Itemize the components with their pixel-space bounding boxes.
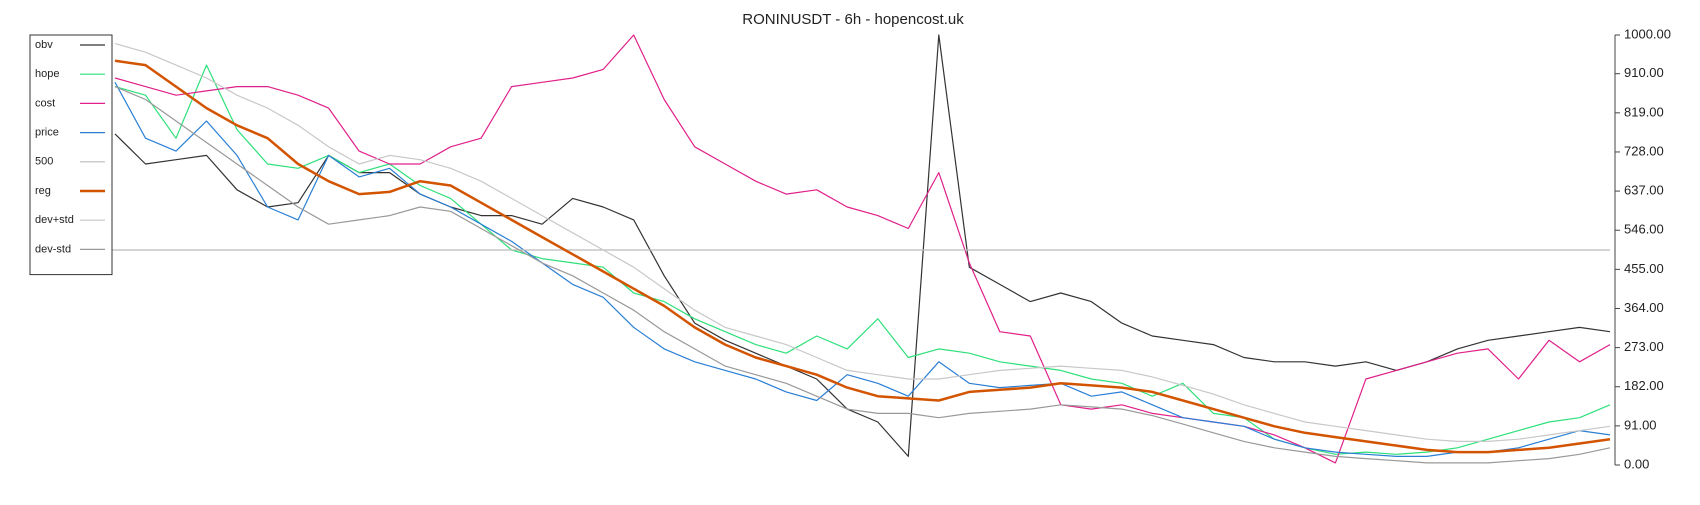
series-line: [114, 34, 1611, 464]
series-line: [114, 82, 1611, 457]
y-tick-label: 91.00: [1624, 417, 1657, 432]
y-tick-label: 728.00: [1624, 143, 1664, 158]
legend-label: reg: [35, 185, 51, 197]
legend-label: 500: [35, 156, 53, 168]
y-tick-label: 637.00: [1624, 183, 1664, 198]
legend-label: cost: [35, 97, 55, 109]
series-line: [114, 64, 1611, 455]
legend-label: obv: [35, 39, 53, 51]
legend-label: hope: [35, 68, 59, 80]
legend-label: dev-std: [35, 243, 71, 255]
y-tick-label: 364.00: [1624, 300, 1664, 315]
series-line: [114, 43, 1611, 442]
series-line: [114, 86, 1611, 464]
y-tick-label: 182.00: [1624, 378, 1664, 393]
y-tick-label: 1000.00: [1624, 26, 1671, 41]
chart-title: RONINUSDT - 6h - hopencost.uk: [742, 11, 964, 28]
y-tick-label: 0.00: [1624, 456, 1649, 471]
y-tick-label: 273.00: [1624, 339, 1664, 354]
y-tick-label: 546.00: [1624, 222, 1664, 237]
legend-label: dev+std: [35, 214, 74, 226]
legend-box: [29, 34, 113, 276]
series-line: [114, 34, 1611, 457]
legend-label: price: [35, 127, 59, 139]
y-tick-label: 455.00: [1624, 261, 1664, 276]
y-tick-label: 910.00: [1624, 65, 1664, 80]
y-tick-label: 819.00: [1624, 104, 1664, 119]
series-line: [114, 59, 1611, 454]
